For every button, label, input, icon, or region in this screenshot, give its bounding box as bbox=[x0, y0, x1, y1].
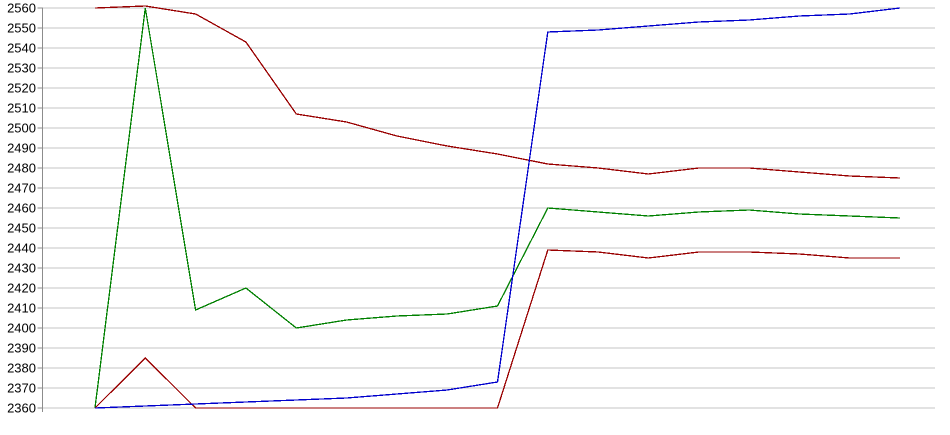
y-axis-tick-label: 2380 bbox=[7, 361, 36, 376]
y-axis-tick-label: 2410 bbox=[7, 301, 36, 316]
y-axis-tick-label: 2480 bbox=[7, 161, 36, 176]
y-axis-group bbox=[37, 7, 43, 412]
y-axis-tick-label: 2560 bbox=[7, 1, 36, 16]
y-axis-tick-label: 2360 bbox=[7, 401, 36, 416]
y-axis-tick-label: 2540 bbox=[7, 41, 36, 56]
y-axis-tick-label: 2430 bbox=[7, 261, 36, 276]
series-lines-group bbox=[94, 5, 901, 409]
gridlines-group bbox=[42, 7, 935, 409]
series-line-red-lower bbox=[94, 249, 900, 409]
y-axis-tick-label: 2450 bbox=[7, 221, 36, 236]
series-line-red-upper bbox=[94, 5, 901, 179]
y-axis-tick-label: 2550 bbox=[7, 21, 36, 36]
y-axis-tick-label: 2400 bbox=[7, 321, 36, 336]
y-axis-tick-label: 2370 bbox=[7, 381, 36, 396]
y-axis-tick-label: 2460 bbox=[7, 201, 36, 216]
y-axis-tick-label: 2490 bbox=[7, 141, 36, 156]
series-line-green bbox=[94, 7, 901, 409]
y-axis-tick-label: 2530 bbox=[7, 61, 36, 76]
y-axis-labels-group: 2560 2550 2540 2530 2520 2510 2500 2490 2480 2470… bbox=[7, 1, 36, 416]
y-axis-tick-label: 2510 bbox=[7, 101, 36, 116]
y-axis-tick-label: 2440 bbox=[7, 241, 36, 256]
series-line-blue bbox=[94, 7, 901, 409]
y-axis-tick-label: 2390 bbox=[7, 341, 36, 356]
y-axis-tick-label: 2470 bbox=[7, 181, 36, 196]
y-axis-tick-label: 2420 bbox=[7, 281, 36, 296]
y-axis-tick-label: 2500 bbox=[7, 121, 36, 136]
y-axis-tick-label: 2520 bbox=[7, 81, 36, 96]
